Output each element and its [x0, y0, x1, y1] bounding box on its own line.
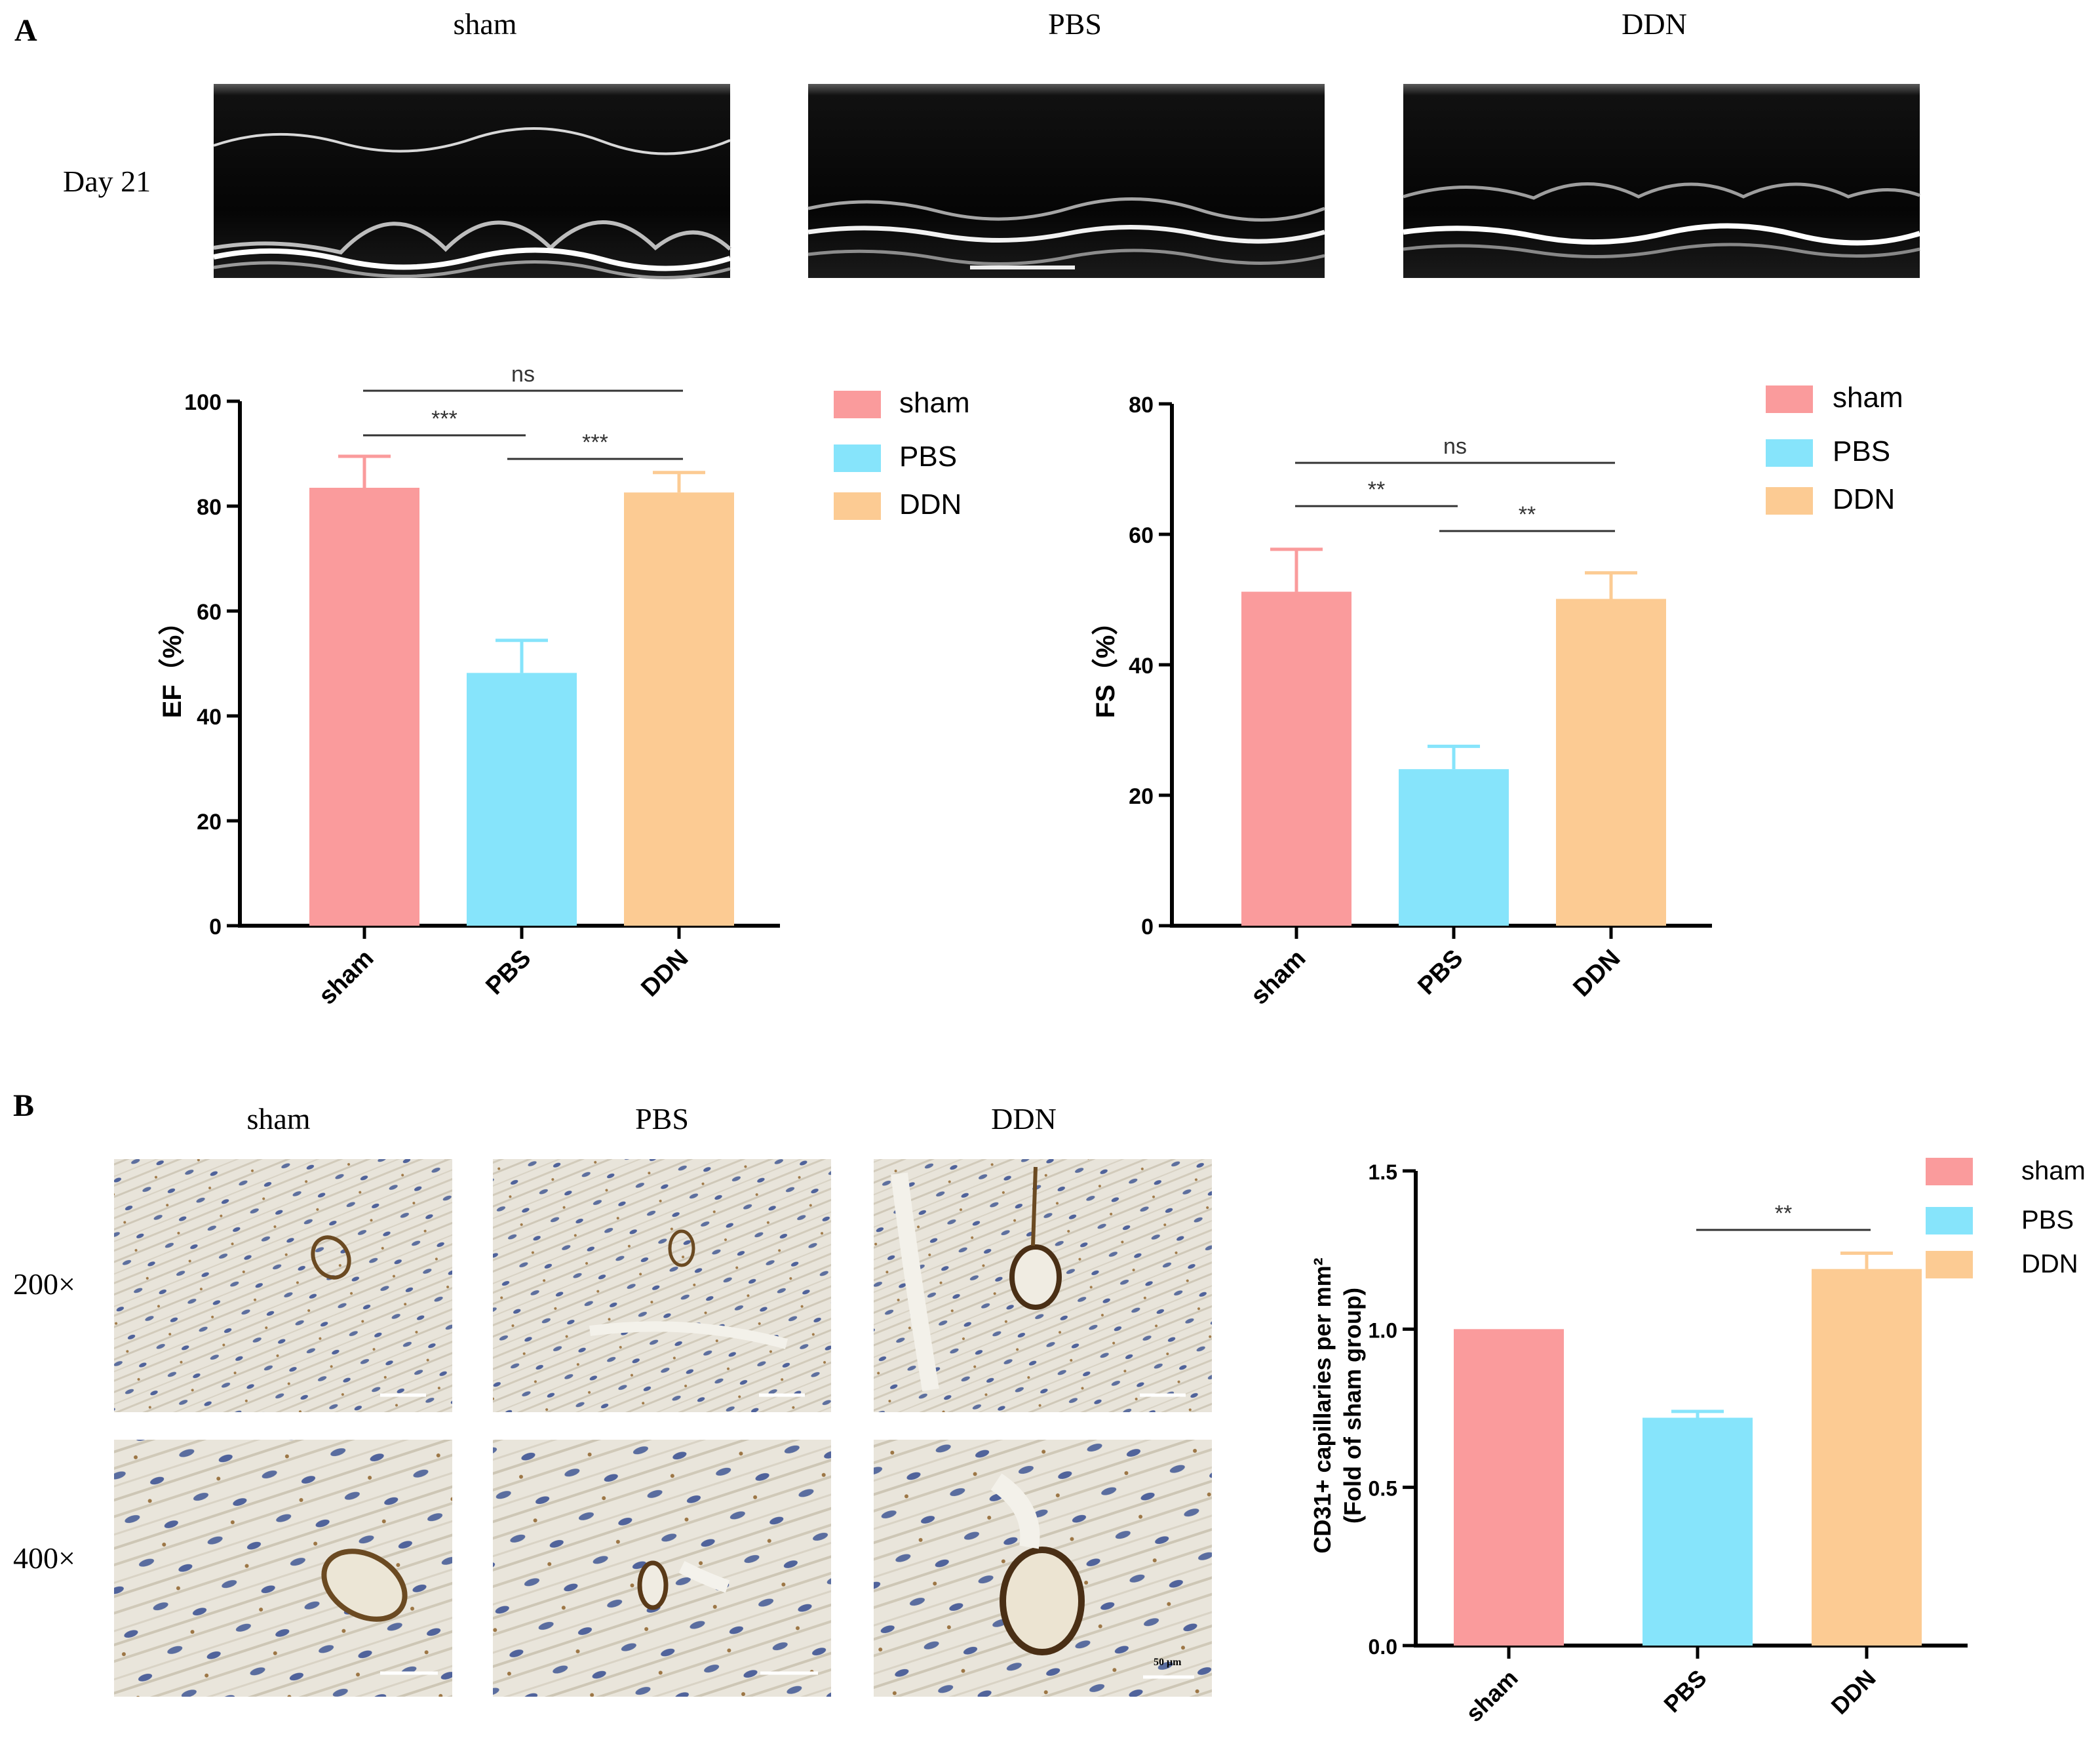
chart3-y-tick-label: 1.5: [1369, 1160, 1397, 1184]
echo-mmode-image-pbs: [807, 84, 1325, 278]
chart3-y-tick-label: 1.0: [1369, 1318, 1397, 1342]
chart1-bar-sham: [309, 488, 419, 926]
echo-title-sham: sham: [453, 7, 516, 41]
chart2-y-tick-label: 40: [1129, 654, 1154, 679]
chart3-bar-sham: [1454, 1329, 1564, 1646]
chart3-y-axis-label-line: CD31+ capillaries per mm²: [1309, 1257, 1336, 1553]
chart2-y-tick-label: 20: [1129, 784, 1154, 809]
ihc-title-ddn: DDN: [991, 1102, 1057, 1136]
chart1-y-tick-label: 80: [197, 495, 222, 520]
chart2-bar-pbs: [1399, 769, 1509, 926]
chart1-legend-label-sham: sham: [899, 387, 970, 419]
echo-mmode-image-sham: [213, 84, 732, 280]
chart3-y-axis-label-line: (Fold of sham group): [1339, 1288, 1366, 1524]
chart3-legend-label-sham: sham: [2021, 1156, 2086, 1185]
chart2-y-tick-label: 0: [1141, 915, 1154, 939]
ihc-title-sham: sham: [246, 1102, 310, 1136]
chart2-significance-label: **: [1519, 502, 1536, 527]
chart1-x-tick-label-sham: sham: [313, 945, 379, 1010]
chart3-bar-ddn: [1812, 1269, 1922, 1646]
ihc-image-pbs-400x: [493, 1440, 831, 1697]
chart3-y-tick-label: 0.5: [1369, 1477, 1397, 1501]
echo-title-ddn: DDN: [1622, 7, 1687, 41]
chart1-y-tick-label: 60: [197, 600, 222, 625]
chart2-y-tick-label: 60: [1129, 523, 1154, 548]
row-label-day21: Day 21: [63, 165, 151, 198]
chart2-bar-ddn: [1556, 599, 1666, 926]
chart3-legend-label-ddn: DDN: [2021, 1250, 2078, 1278]
chart2-legend-label-pbs: PBS: [1833, 435, 1890, 467]
chart1-significance-label: ***: [431, 406, 457, 431]
ihc-image-sham-400x: [114, 1440, 452, 1697]
echo-mmode-image-ddn: [1403, 84, 1921, 278]
chart1-y-tick-label: 0: [209, 915, 222, 939]
panel-b-label: B: [13, 1088, 34, 1123]
chart2-significance-label: **: [1368, 477, 1385, 502]
chart3-legend-swatch-pbs: [1926, 1207, 1973, 1234]
ihc-image-ddn-400x: 50 μm: [874, 1440, 1212, 1697]
chart1-x-tick-label-ddn: DDN: [636, 945, 693, 1002]
echo-title-pbs: PBS: [1048, 7, 1102, 41]
chart1-y-tick-label: 100: [184, 390, 222, 415]
chart2-legend-swatch-pbs: [1766, 439, 1813, 467]
chart1-y-axis-label: EF（%）: [158, 609, 187, 719]
chart3-legend-swatch-sham: [1926, 1158, 1973, 1185]
chart2-legend-swatch-ddn: [1766, 487, 1813, 515]
chart3-x-tick-label-ddn: DDN: [1826, 1665, 1881, 1720]
chart2-significance-label: ns: [1443, 434, 1467, 459]
ihc-image-pbs-200x: [493, 1159, 831, 1412]
chart3-significance-label: **: [1775, 1201, 1792, 1226]
chart1-y-tick-label: 40: [197, 705, 222, 730]
chart3-x-tick-label-pbs: PBS: [1658, 1665, 1711, 1718]
chart2-legend-label-sham: sham: [1833, 382, 1903, 414]
chart2-x-tick-label-pbs: PBS: [1412, 945, 1468, 1000]
chart1-legend-swatch-ddn: [834, 492, 881, 520]
chart2-y-axis-label: FS（%）: [1091, 609, 1120, 719]
chart1-y-tick-label: 20: [197, 810, 222, 835]
panel-a-label: A: [14, 13, 37, 48]
chart3-legend-swatch-ddn: [1926, 1251, 1973, 1278]
chart3-legend-label-pbs: PBS: [2021, 1206, 2074, 1234]
chart2-legend-label-ddn: DDN: [1833, 483, 1895, 515]
chart1-legend-swatch-pbs: [834, 444, 881, 472]
chart1-legend-label-ddn: DDN: [899, 488, 962, 521]
chart1-legend-swatch-sham: [834, 391, 881, 418]
chart1-x-tick-label-pbs: PBS: [480, 945, 536, 1000]
ihc-title-pbs: PBS: [635, 1102, 689, 1136]
chart2-legend-swatch-sham: [1766, 385, 1813, 413]
chart1-significance-label: ns: [511, 362, 535, 387]
chart1-legend-label-pbs: PBS: [899, 441, 957, 473]
chart2-x-tick-label-sham: sham: [1245, 945, 1311, 1010]
chart3-y-tick-label: 0.0: [1369, 1635, 1397, 1659]
chart2-x-tick-label-ddn: DDN: [1568, 945, 1625, 1002]
chart2-bar-sham: [1241, 591, 1351, 926]
scale-bar-label: 50 μm: [1154, 1657, 1182, 1668]
row-label-400x: 400×: [13, 1541, 75, 1575]
chart2-y-tick-label: 80: [1129, 393, 1154, 418]
chart3-bar-pbs: [1643, 1417, 1753, 1646]
chart1-bar-pbs: [467, 673, 577, 926]
chart1-bar-ddn: [624, 492, 734, 926]
chart1-significance-label: ***: [582, 430, 608, 455]
ihc-image-sham-200x: [114, 1159, 452, 1412]
chart3-x-tick-label-sham: sham: [1460, 1665, 1523, 1727]
ihc-image-ddn-200x: [874, 1159, 1212, 1412]
row-label-200x: 200×: [13, 1267, 75, 1301]
